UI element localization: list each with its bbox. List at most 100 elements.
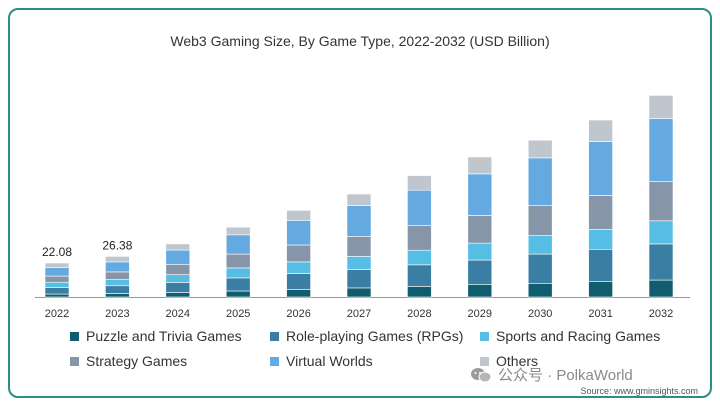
bar-segment bbox=[407, 264, 432, 287]
bar-segment bbox=[407, 249, 432, 266]
bar-segment bbox=[286, 244, 311, 263]
x-tick-label: 2023 bbox=[105, 308, 129, 320]
bar-segment bbox=[467, 259, 493, 285]
wechat-icon bbox=[471, 367, 492, 382]
source-note: Source: www.gminsights.com bbox=[580, 386, 698, 396]
bar-segment bbox=[346, 269, 372, 289]
bar-segment bbox=[286, 289, 311, 298]
legend-label: Sports and Racing Games bbox=[496, 328, 661, 344]
bar-segment bbox=[346, 193, 372, 206]
bar-segment bbox=[648, 220, 674, 245]
legend-label: Role-playing Games (RPGs) bbox=[286, 328, 464, 344]
bar-segment bbox=[225, 267, 251, 279]
bar-segment bbox=[588, 119, 613, 142]
bar-segment bbox=[165, 274, 191, 283]
x-tick-label: 2024 bbox=[166, 308, 190, 320]
bar-segment bbox=[346, 287, 372, 298]
bar-segment bbox=[407, 175, 432, 191]
legend-label: Others bbox=[496, 353, 539, 369]
bar-segment bbox=[346, 256, 372, 270]
bar-segment bbox=[527, 205, 553, 236]
bar-segment bbox=[346, 205, 372, 237]
legend-swatch bbox=[480, 331, 489, 341]
bar-segment bbox=[286, 273, 311, 290]
bar-segment bbox=[467, 215, 493, 244]
chart-title: Web3 Gaming Size, By Game Type, 2022-203… bbox=[170, 33, 550, 49]
bar-segment bbox=[527, 283, 553, 298]
bar-segment bbox=[286, 210, 311, 221]
x-tick-label: 2030 bbox=[528, 308, 552, 320]
legend-label: Puzzle and Trivia Games bbox=[86, 328, 242, 344]
bar-segment bbox=[225, 234, 251, 255]
bar-segment bbox=[44, 287, 70, 295]
bar-segment bbox=[467, 242, 493, 261]
bar-segment bbox=[588, 281, 613, 298]
data-label: 26.38 bbox=[102, 238, 132, 252]
bar-segment bbox=[648, 118, 674, 182]
bar-segment bbox=[527, 235, 553, 255]
bar-segment bbox=[588, 195, 613, 230]
legend-swatch bbox=[270, 356, 279, 366]
legend-label: Strategy Games bbox=[86, 353, 188, 369]
bar-segment bbox=[527, 253, 553, 284]
bar-segment bbox=[44, 267, 70, 277]
bar-segment bbox=[467, 173, 493, 216]
legend-item: Role-playing Games (RPGs) bbox=[270, 328, 463, 344]
bar-segment bbox=[165, 243, 191, 251]
bar-segment bbox=[44, 262, 70, 268]
bar-segment bbox=[105, 285, 130, 294]
bar-segment bbox=[648, 181, 674, 222]
bar-segment bbox=[105, 256, 130, 263]
legend-swatch bbox=[480, 356, 489, 366]
x-tick-label: 2025 bbox=[226, 308, 250, 320]
bar-segment bbox=[648, 95, 674, 119]
watermark: 公众号 · PolkaWorld bbox=[470, 364, 633, 385]
x-tick-label: 2022 bbox=[45, 308, 69, 320]
bar-segment bbox=[44, 293, 70, 298]
bar-segment bbox=[467, 156, 493, 175]
bar-segment bbox=[588, 141, 613, 196]
bar-segment bbox=[165, 292, 191, 298]
bar-segment bbox=[407, 189, 432, 226]
bar-segment bbox=[588, 228, 613, 250]
bar-segment bbox=[44, 275, 70, 283]
bar-segment bbox=[105, 261, 130, 273]
legend-item: Sports and Racing Games bbox=[480, 328, 660, 344]
x-tick-label: 2031 bbox=[588, 308, 612, 320]
bar-segment bbox=[648, 279, 674, 298]
watermark-text: 公众号 · PolkaWorld bbox=[498, 367, 633, 384]
bar-segment bbox=[165, 249, 191, 265]
legend-swatch bbox=[270, 331, 279, 341]
legend-item: Others bbox=[480, 353, 538, 369]
bar-segment bbox=[105, 279, 130, 287]
bar-segment bbox=[44, 281, 70, 288]
bar-segment bbox=[588, 248, 613, 282]
legend-swatch bbox=[70, 356, 79, 366]
x-tick-label: 2027 bbox=[347, 308, 371, 320]
bar-segment bbox=[225, 253, 251, 269]
bar-segment bbox=[527, 157, 553, 206]
bar-segment bbox=[225, 290, 251, 298]
x-tick-label: 2026 bbox=[286, 308, 310, 320]
x-tick-label: 2032 bbox=[649, 308, 673, 320]
bar-segment bbox=[467, 284, 493, 298]
bar-segment bbox=[225, 226, 251, 236]
stacked-bar-chart: 2022 2023 2024 2025 2026 2027 2028 2029 2030 2031… bbox=[35, 95, 690, 320]
bar-segment bbox=[105, 293, 130, 298]
x-tick-label: 2028 bbox=[407, 308, 431, 320]
bar-segment bbox=[407, 286, 432, 298]
bar-segment bbox=[105, 271, 130, 280]
legend-item: Puzzle and Trivia Games bbox=[70, 328, 242, 344]
bar-segment bbox=[648, 243, 674, 281]
bar-segment bbox=[286, 261, 311, 274]
legend-label: Virtual Worlds bbox=[286, 353, 373, 369]
data-label: 22.08 bbox=[42, 245, 72, 259]
legend-item: Virtual Worlds bbox=[270, 353, 373, 369]
legend-item: Strategy Games bbox=[70, 353, 187, 369]
legend-swatch bbox=[70, 331, 79, 341]
bar-segment bbox=[225, 277, 251, 292]
bar-segment bbox=[346, 236, 372, 257]
bar-segment bbox=[165, 264, 191, 275]
bar-segment bbox=[407, 225, 432, 251]
bar-segment bbox=[527, 139, 553, 159]
